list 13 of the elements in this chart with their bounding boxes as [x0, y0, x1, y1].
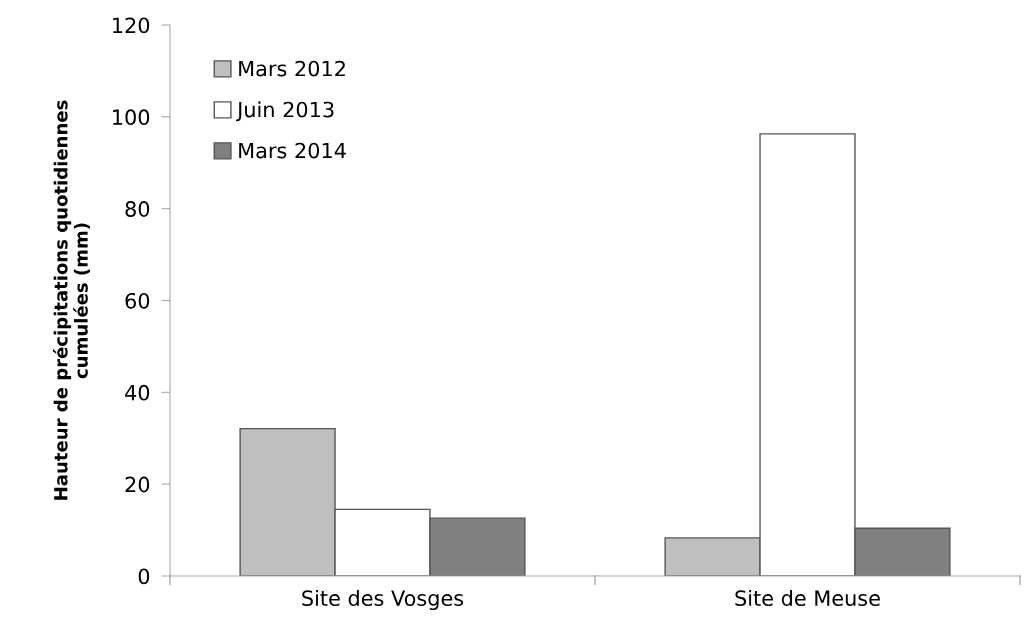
legend-label: Juin 2013: [236, 101, 334, 122]
y-tick-label: 60: [125, 292, 150, 309]
y-tick-label: 120: [113, 17, 150, 34]
y-tick-label: 0: [138, 568, 150, 585]
y-tick-label: 80: [125, 201, 150, 217]
y-axis-title: Hauteur de précipitations quotidiennes cumulées (mm): [52, 100, 90, 500]
y-tick-label: 20: [125, 476, 150, 493]
y-tick-label: 100: [113, 109, 150, 126]
x-tick-label: Site des Vosges: [302, 589, 464, 611]
y-tick-label: 40: [125, 384, 150, 401]
x-tick-label: Site de Meuse: [735, 589, 880, 607]
legend-label: Mars 2014: [239, 142, 346, 159]
legend-label: Mars 2012: [239, 60, 345, 77]
